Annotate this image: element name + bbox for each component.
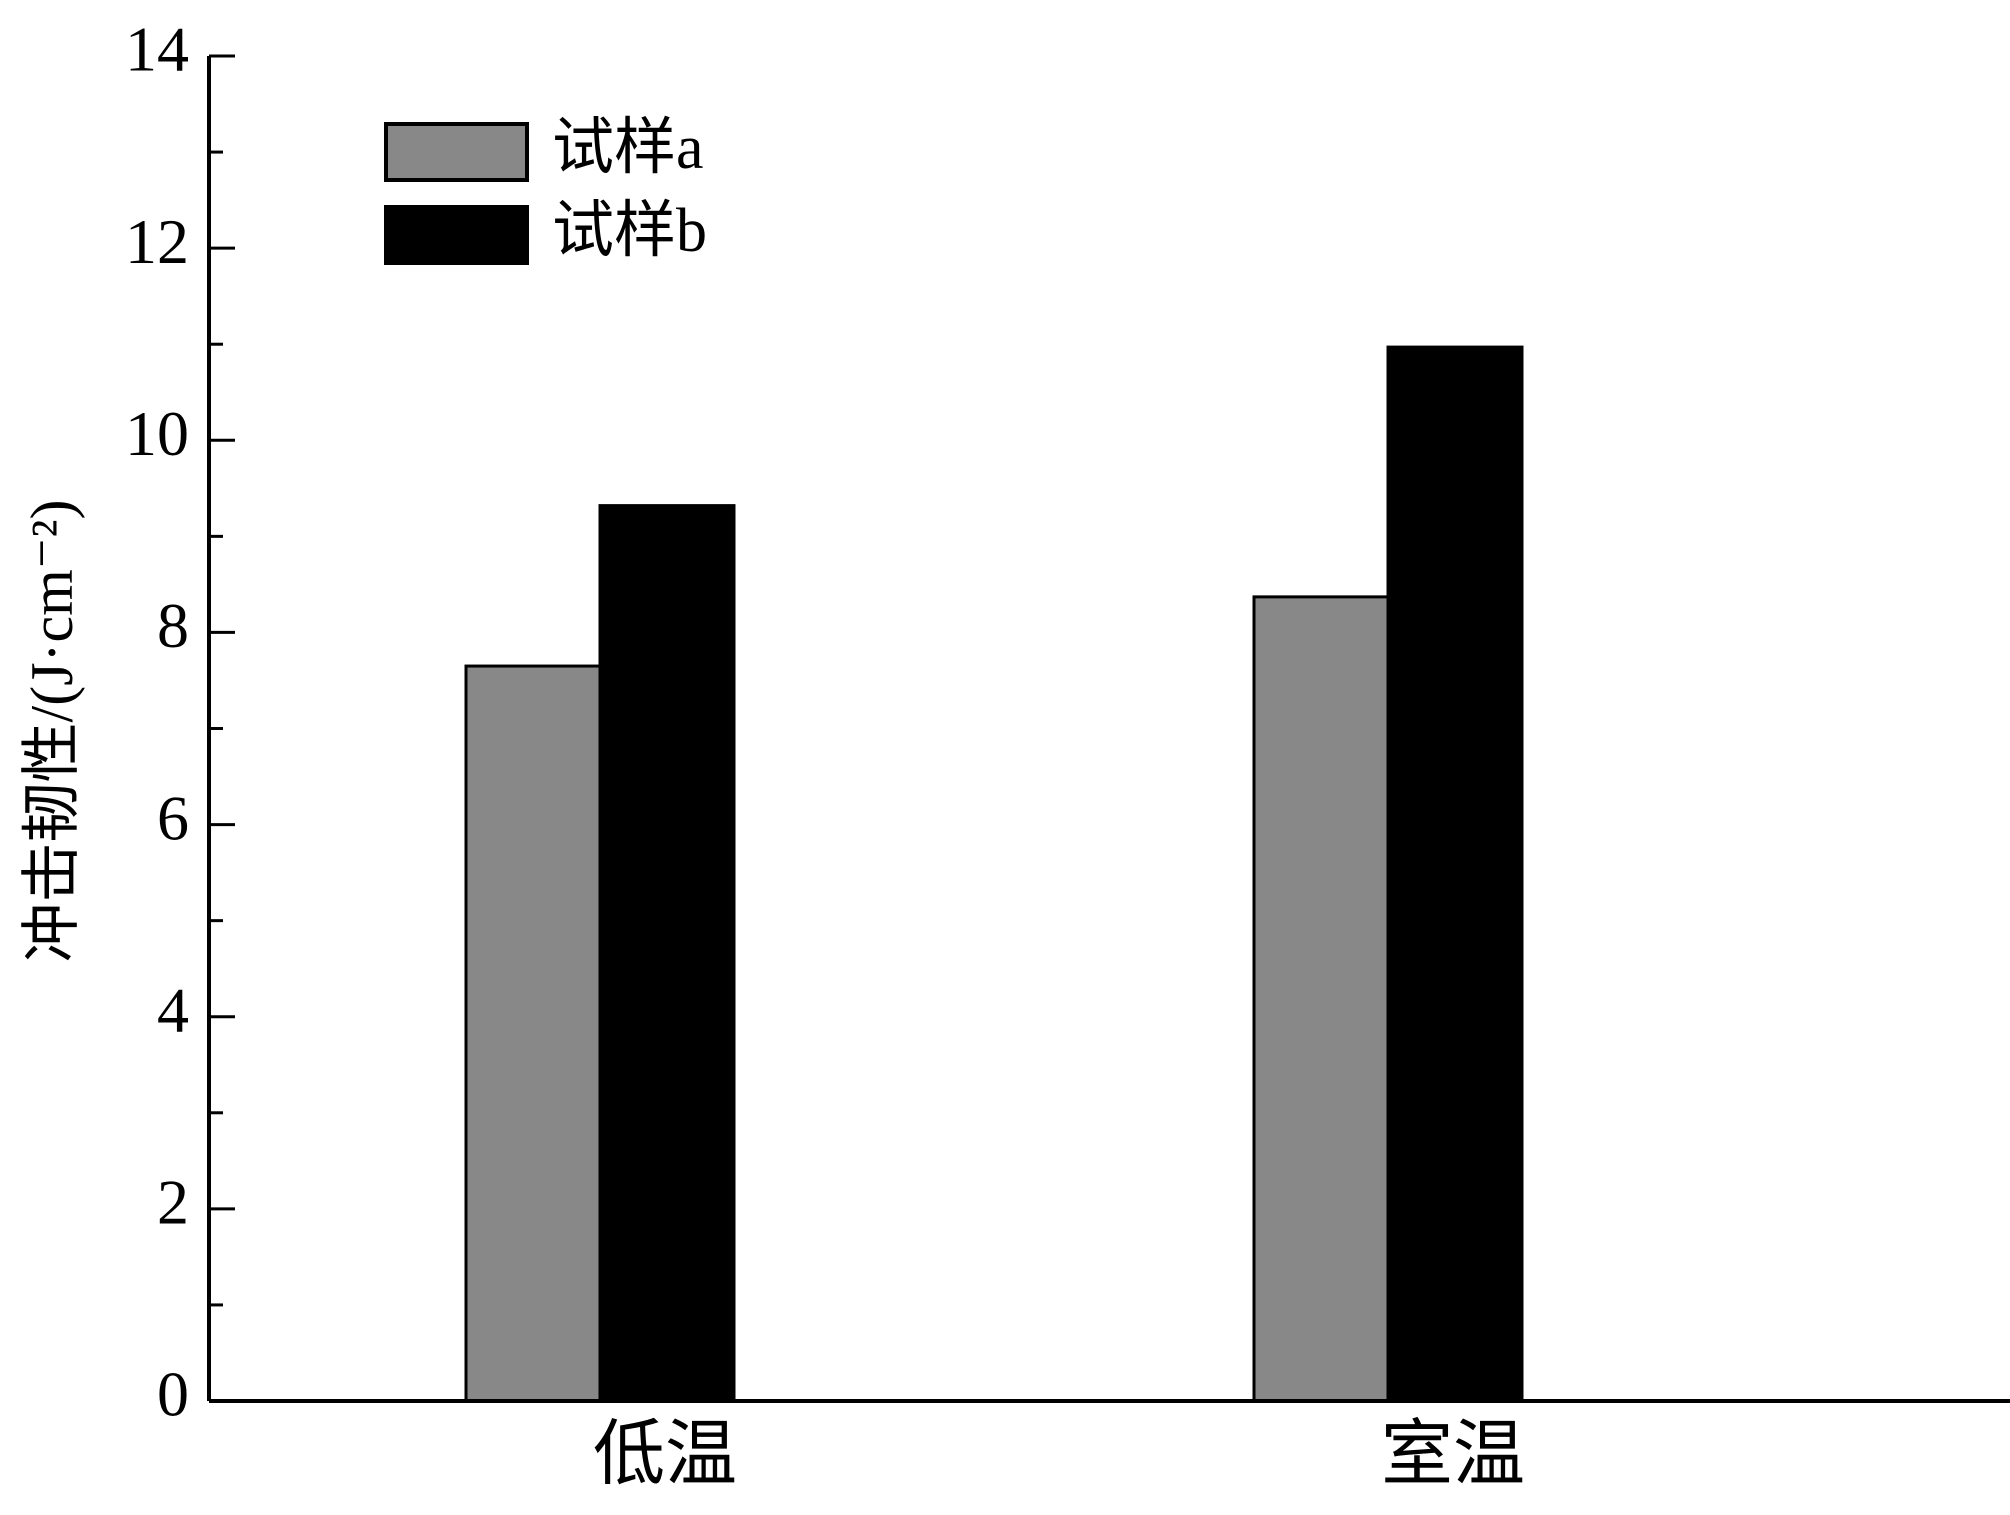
y-axis-label: 冲击韧性/(J·cm⁻²) [19, 500, 85, 963]
x-tick-label: 低温 [593, 1415, 737, 1495]
y-tick-label: 8 [157, 590, 189, 661]
x-tick-label: 室温 [1381, 1415, 1525, 1495]
y-tick-label: 10 [125, 398, 189, 469]
y-tick-label: 14 [125, 14, 189, 85]
y-tick-label: 4 [157, 974, 189, 1045]
legend-swatch [384, 122, 529, 182]
bar [1252, 595, 1390, 1403]
bar [464, 664, 602, 1403]
legend-label: 试样a [552, 114, 704, 182]
y-tick-label: 0 [157, 1359, 189, 1430]
bar [598, 504, 736, 1403]
y-tick-label: 6 [157, 782, 189, 853]
legend-swatch [384, 205, 529, 265]
y-tick-label: 2 [157, 1167, 189, 1238]
legend-label: 试样b [552, 197, 707, 265]
y-tick-label: 12 [125, 206, 189, 277]
bar [1386, 345, 1524, 1403]
